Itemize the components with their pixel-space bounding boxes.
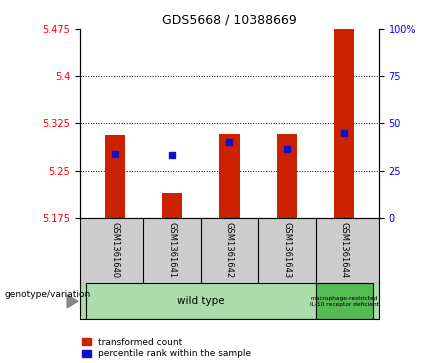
- Point: [168, 152, 175, 158]
- Point: [341, 130, 348, 136]
- Bar: [220, 134, 239, 218]
- Bar: [162, 193, 182, 218]
- Text: GSM1361643: GSM1361643: [282, 223, 291, 278]
- Bar: [316, 283, 373, 319]
- Point: [111, 151, 118, 156]
- Bar: [86, 283, 316, 319]
- Bar: [277, 134, 297, 218]
- Text: wild type: wild type: [177, 296, 225, 306]
- Text: genotype/variation: genotype/variation: [4, 290, 90, 298]
- Bar: [334, 29, 355, 218]
- Polygon shape: [67, 295, 78, 308]
- Text: GSM1361640: GSM1361640: [110, 223, 119, 278]
- Title: GDS5668 / 10388669: GDS5668 / 10388669: [162, 13, 297, 26]
- Text: macrophage-restricted
IL-10 receptor deficient: macrophage-restricted IL-10 receptor def…: [310, 296, 379, 307]
- Point: [284, 146, 291, 151]
- Text: GSM1361642: GSM1361642: [225, 223, 234, 278]
- Bar: [104, 135, 125, 218]
- Text: GSM1361644: GSM1361644: [340, 223, 349, 278]
- Point: [226, 139, 233, 145]
- Text: GSM1361641: GSM1361641: [168, 223, 177, 278]
- Legend: transformed count, percentile rank within the sample: transformed count, percentile rank withi…: [82, 338, 251, 359]
